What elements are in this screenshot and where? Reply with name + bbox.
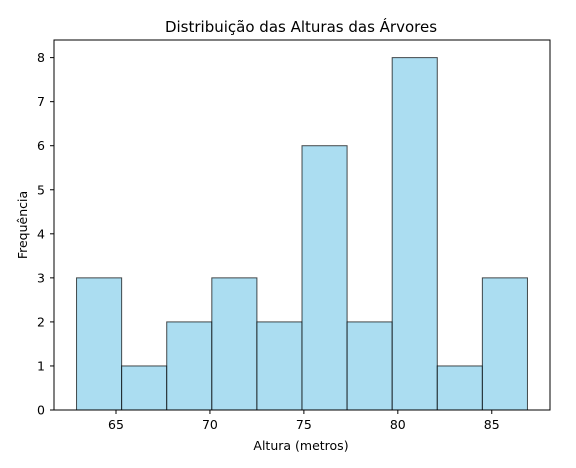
x-axis-ticks: 65 70 75 80 85	[108, 410, 500, 432]
histogram-bar-8	[436, 365, 483, 411]
y-tick-label-0: 0	[37, 403, 45, 418]
y-tick-label-6: 6	[37, 138, 45, 153]
plot-frame	[53, 39, 551, 411]
x-axis-label: Altura (metros)	[253, 438, 348, 453]
y-tick-label-7: 7	[37, 94, 45, 109]
histogram-bar-1	[121, 365, 168, 411]
histogram-bar-3	[211, 277, 258, 411]
histogram-bar-4	[256, 321, 303, 411]
x-tick-label-1: 70	[202, 417, 218, 432]
y-tick-label-2: 2	[37, 314, 45, 329]
x-tick-label-2: 75	[296, 417, 312, 432]
histogram-bar-9	[481, 277, 528, 411]
x-tick-label-4: 85	[484, 417, 500, 432]
y-axis-label: Frequência	[15, 191, 30, 259]
y-axis-ticks: 0 1 2 3 4 5 6 7 8	[37, 50, 54, 418]
histogram-bar-5	[301, 145, 348, 411]
y-tick-label-8: 8	[37, 50, 45, 65]
y-tick-label-1: 1	[37, 358, 45, 373]
y-tick-label-4: 4	[37, 226, 45, 241]
x-tick-label-3: 80	[390, 417, 406, 432]
histogram-bar-0	[76, 277, 123, 411]
histogram-bar-2	[166, 321, 213, 411]
y-tick-label-3: 3	[37, 270, 45, 285]
histogram-bar-6	[346, 321, 393, 411]
y-tick-label-5: 5	[37, 182, 45, 197]
x-tick-label-0: 65	[108, 417, 124, 432]
bars-group	[76, 57, 528, 411]
histogram-bar-7	[391, 57, 438, 411]
chart-title: Distribuição das Alturas das Árvores	[165, 17, 437, 36]
